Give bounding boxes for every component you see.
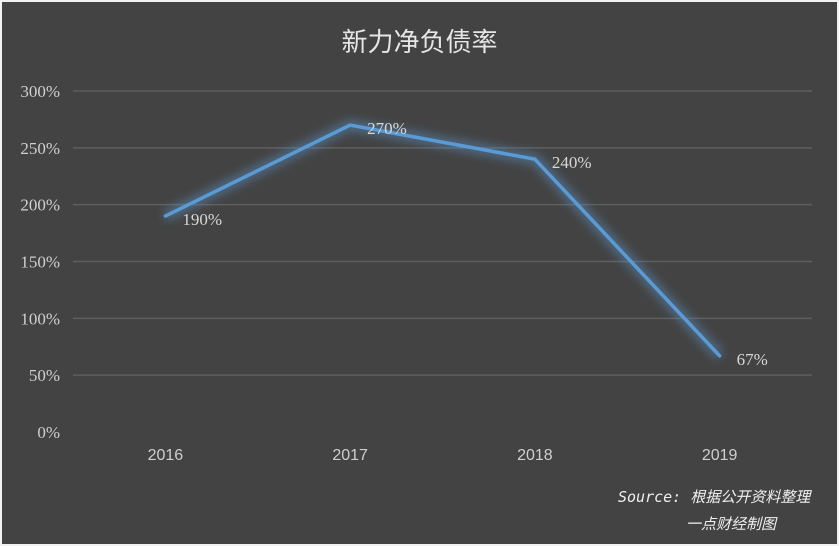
data-label: 240% (552, 153, 592, 172)
y-tick-label: 250% (20, 139, 60, 158)
data-label: 67% (737, 350, 768, 369)
source-note: Source: 根据公开资料整理 (618, 488, 811, 506)
x-tick-label: 2018 (517, 447, 553, 464)
y-tick-label: 0% (37, 423, 60, 442)
data-label: 270% (367, 119, 407, 138)
series-line (163, 123, 722, 358)
y-tick-label: 200% (20, 196, 60, 215)
data-label: 190% (182, 210, 222, 229)
y-tick-label: 300% (20, 82, 60, 101)
chart-title: 新力净负债率 (341, 28, 498, 58)
y-tick-label: 100% (20, 309, 60, 328)
y-tick-label: 150% (20, 253, 60, 272)
x-tick-label: 2017 (332, 447, 368, 464)
credit-note: 一点财经制图 (686, 515, 777, 533)
series-line-glow (163, 120, 723, 359)
x-tick-label: 2019 (702, 447, 738, 464)
y-tick-label: 50% (29, 366, 60, 385)
x-tick-label: 2016 (148, 447, 184, 464)
